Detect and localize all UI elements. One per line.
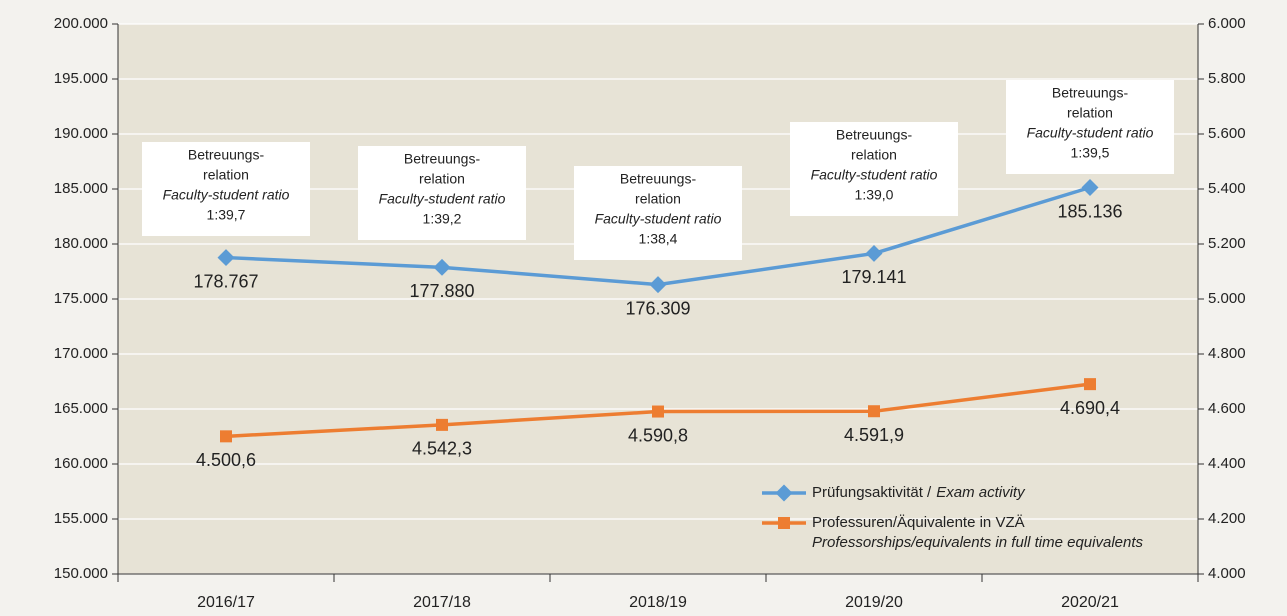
y-tick-label: 175.000: [54, 290, 108, 307]
x-tick-label: 2018/19: [629, 594, 687, 611]
legend-marker: [778, 517, 790, 529]
value-label: 4.591,9: [844, 425, 904, 445]
y-tick-label: 150.000: [54, 565, 108, 582]
annotation-box: [142, 142, 310, 236]
marker: [652, 405, 664, 418]
value-label: 177.880: [409, 281, 474, 301]
legend-label: Professuren/Äquivalente in VZÄ: [812, 514, 1025, 531]
annotation-text: 1:39,7: [207, 207, 246, 223]
y-tick-label: 155.000: [54, 510, 108, 527]
annotation-text: Faculty-student ratio: [811, 167, 938, 183]
annotation-text: Betreuungs-: [620, 171, 697, 187]
value-label: 4.542,3: [412, 439, 472, 459]
value-label: 4.690,4: [1060, 398, 1120, 418]
marker: [220, 430, 232, 443]
annotation-text: 1:38,4: [639, 231, 678, 247]
marker: [1084, 378, 1096, 391]
annotation-text: Faculty-student ratio: [1027, 125, 1154, 141]
legend-label-en: Exam activity: [936, 484, 1026, 501]
y2-tick-label: 4.800: [1208, 345, 1246, 362]
annotation-box: [1006, 80, 1174, 174]
y2-tick-label: 5.000: [1208, 290, 1246, 307]
marker: [868, 405, 880, 418]
y2-tick-label: 5.200: [1208, 235, 1246, 252]
annotation-text: relation: [635, 191, 681, 207]
y-tick-label: 185.000: [54, 180, 108, 197]
y-tick-label: 180.000: [54, 235, 108, 252]
y-tick-label: 200.000: [54, 15, 108, 32]
y-tick-label: 195.000: [54, 70, 108, 87]
marker: [649, 276, 667, 294]
marker: [436, 418, 448, 431]
annotation-box: [790, 122, 958, 216]
annotation-box: [574, 166, 742, 260]
value-label: 4.500,6: [196, 450, 256, 470]
legend-label-en: Professorships/equivalents in full time …: [812, 534, 1144, 551]
y-tick-label: 160.000: [54, 455, 108, 472]
annotation-text: relation: [851, 147, 897, 163]
marker: [433, 258, 451, 276]
annotation-text: relation: [203, 167, 249, 183]
value-label: 179.141: [841, 267, 906, 287]
value-label: 185.136: [1057, 201, 1122, 221]
y2-tick-label: 6.000: [1208, 15, 1246, 32]
annotation-text: relation: [1067, 105, 1113, 121]
marker: [217, 249, 235, 267]
value-label: 178.767: [193, 271, 258, 291]
annotation-text: 1:39,0: [855, 187, 894, 203]
y2-tick-label: 5.600: [1208, 125, 1246, 142]
marker: [865, 244, 883, 262]
value-label: 176.309: [625, 298, 690, 318]
legend-label: Prüfungsaktivität /: [812, 484, 932, 501]
annotation-text: Faculty-student ratio: [379, 191, 506, 207]
annotation-text: Faculty-student ratio: [595, 211, 722, 227]
y-tick-label: 190.000: [54, 125, 108, 142]
legend-marker: [775, 484, 793, 502]
y2-tick-label: 4.400: [1208, 455, 1246, 472]
annotation-text: 1:39,5: [1071, 145, 1110, 161]
annotation-text: relation: [419, 171, 465, 187]
x-tick-label: 2016/17: [197, 594, 255, 611]
x-tick-label: 2019/20: [845, 594, 903, 611]
y2-tick-label: 4.000: [1208, 565, 1246, 582]
annotation-text: Faculty-student ratio: [163, 187, 290, 203]
annotation-text: Betreuungs-: [188, 147, 265, 163]
y-tick-label: 170.000: [54, 345, 108, 362]
x-tick-label: 2017/18: [413, 594, 471, 611]
y2-tick-label: 5.400: [1208, 180, 1246, 197]
y2-tick-label: 4.600: [1208, 400, 1246, 417]
annotation-text: Betreuungs-: [404, 151, 481, 167]
annotation-text: Betreuungs-: [836, 127, 913, 143]
annotation-text: 1:39,2: [423, 211, 462, 227]
y2-tick-label: 4.200: [1208, 510, 1246, 527]
y2-tick-label: 5.800: [1208, 70, 1246, 87]
value-label: 4.590,8: [628, 425, 688, 445]
x-tick-label: 2020/21: [1061, 594, 1119, 611]
annotation-text: Betreuungs-: [1052, 85, 1129, 101]
y-tick-label: 165.000: [54, 400, 108, 417]
annotation-box: [358, 146, 526, 240]
